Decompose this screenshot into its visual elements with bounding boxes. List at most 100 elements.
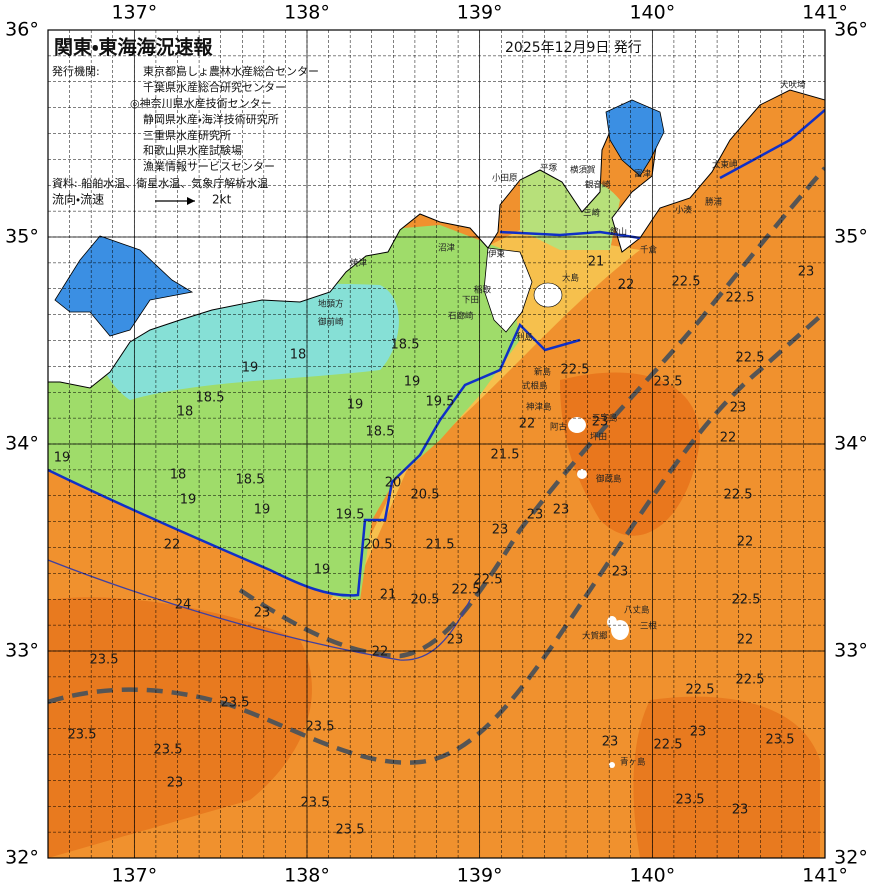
lon-label: 139° (457, 865, 503, 887)
isotherm-label: 23.5 (306, 720, 335, 735)
isotherm-label: 22.5 (726, 291, 755, 306)
issue-date: 2025年12月9日 発行 (505, 40, 642, 56)
isotherm-label: 18 (170, 468, 187, 483)
isotherm-label: 18 (177, 405, 194, 420)
place-name: 式根島 (522, 381, 548, 392)
isotherm-label: 22.5 (732, 593, 761, 608)
place-name: 新島 (534, 367, 552, 378)
place-name: 稲取 (474, 285, 492, 296)
isotherm-label: 19 (347, 398, 364, 413)
isotherm-label: 23.5 (154, 743, 183, 758)
isotherm-label: 19 (314, 563, 331, 578)
header: 関東・東海海況速報 2025年12月9日 発行 発行機関: 資料: 船舶水温、衛… (52, 36, 642, 207)
lon-label: 141° (802, 2, 848, 24)
isotherm-label: 23 (254, 606, 271, 621)
isotherm-label: 18.5 (391, 338, 420, 353)
lat-label: 36° (5, 19, 39, 41)
place-name: 神津島 (526, 402, 552, 413)
publisher: 漁業情報サービスセンター (143, 159, 275, 173)
tokyo-bay (605, 99, 665, 177)
lon-label: 138° (284, 865, 330, 887)
place-name: 犬吠埼 (780, 80, 806, 91)
publisher: 静岡県水産・海洋技術研究所 (143, 112, 279, 126)
isotherm-label: 23.5 (766, 733, 795, 748)
place-name: 太東岬 (712, 160, 738, 171)
place-name: 伊東 (488, 249, 506, 260)
place-name: 観音崎 (585, 180, 611, 191)
place-name: 利島 (516, 332, 534, 343)
island (609, 762, 615, 768)
isotherm-label: 22.5 (561, 363, 590, 378)
isotherm-label: 23 (592, 415, 609, 430)
isotherm-label: 22 (164, 538, 181, 553)
isotherm-label: 21 (380, 588, 397, 603)
isotherm-label: 22.5 (654, 738, 683, 753)
isotherm-label: 22.5 (724, 488, 753, 503)
lat-label: 35° (834, 226, 868, 248)
isotherm-label: 18 (290, 348, 307, 363)
place-name: 青ヶ島 (620, 757, 646, 768)
isotherm-label: 19.5 (426, 395, 455, 410)
place-name: 千倉 (640, 245, 658, 256)
isotherm-label: 23 (527, 508, 544, 523)
isotherm-label: 21.5 (491, 448, 520, 463)
kuroshio-axis (238, 166, 825, 659)
isotherm-label: 19 (404, 375, 421, 390)
isotherm-label: 23 (167, 776, 184, 791)
lat-label: 32° (5, 847, 39, 869)
lon-label: 140° (629, 865, 675, 887)
isotherm-label: 22 (519, 417, 536, 432)
isotherm-label: 23 (612, 565, 629, 580)
place-name: 八丈島 (624, 605, 650, 616)
island (568, 417, 586, 433)
isotherm-label: 20.5 (364, 538, 393, 553)
lon-label: 140° (629, 2, 675, 24)
lat-label: 34° (5, 433, 39, 455)
isotherm-coast (499, 109, 825, 240)
isotherm-label: 21 (588, 255, 605, 270)
warm-core (48, 597, 312, 858)
place-name: 三宅島 (592, 413, 618, 424)
island (577, 469, 587, 479)
isotherm-label: 18.5 (236, 473, 265, 488)
isotherm-label: 18.5 (196, 391, 225, 406)
isotherm-label: 23 (602, 735, 619, 750)
publisher: ◎神奈川県水産技術センター (130, 96, 272, 110)
isotherm-label: 23 (732, 803, 749, 818)
place-name: 下田 (462, 296, 479, 306)
flow-arrow-head (187, 197, 195, 205)
lat-label: 33° (5, 640, 39, 662)
lon-label: 138° (284, 2, 330, 24)
place-name: 御蔵島 (596, 474, 622, 485)
lat-label: 33° (834, 640, 868, 662)
isotherm-label: 20.5 (411, 488, 440, 503)
publisher: 三重県水産研究所 (143, 128, 231, 142)
place-name: 石廊崎 (448, 311, 474, 322)
warm-core (560, 372, 700, 536)
flow-scale: 2kt (212, 193, 232, 207)
flow-label: 流向・流速 (52, 192, 104, 207)
place-name: 富津 (634, 169, 652, 180)
isotherm (48, 559, 471, 661)
isotherm-label: 23.5 (301, 796, 330, 811)
lat-label: 34° (834, 433, 868, 455)
isotherm-label: 23.5 (68, 728, 97, 743)
place-name: 三崎 (583, 208, 601, 219)
publisher: 千葉県水産総合研究センター (143, 80, 286, 94)
island (533, 282, 563, 308)
lat-label: 36° (834, 19, 868, 41)
place-name: 焼津 (350, 258, 368, 269)
place-name: 館山 (610, 227, 627, 238)
grid (48, 30, 825, 858)
isotherm-label: 23.5 (336, 823, 365, 838)
isotherm-label: 22 (720, 431, 737, 446)
isotherm-label: 20 (385, 476, 402, 491)
isotherm-label: 23 (447, 633, 464, 648)
title: 関東・東海海況速報 (54, 36, 213, 59)
isotherm-label: 23.5 (221, 696, 250, 711)
isotherm-label: 23 (690, 725, 707, 740)
lon-label: 137° (111, 2, 157, 24)
isotherm-label: 19 (54, 451, 71, 466)
isotherm-label: 23 (492, 523, 509, 538)
map-body (48, 30, 825, 858)
